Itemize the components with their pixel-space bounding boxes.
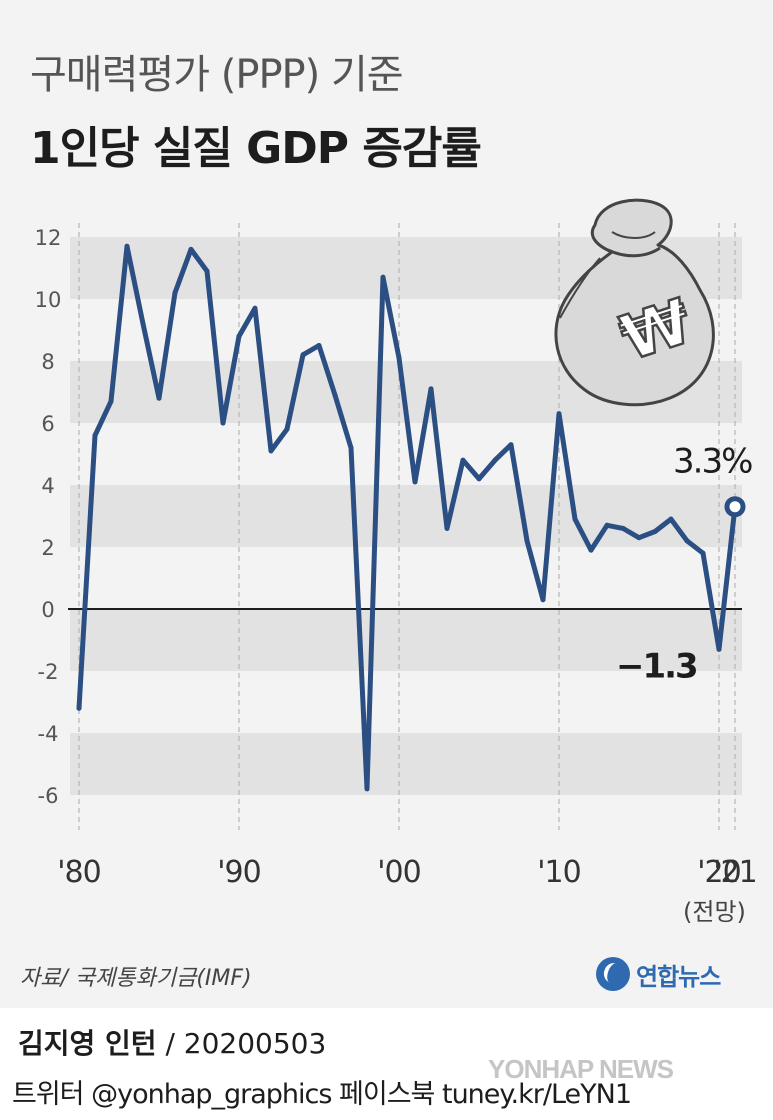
data-point — [316, 343, 322, 348]
last-point-marker — [724, 496, 746, 518]
line-chart: 12 10 8 6 4 2 0 -2 -4 -6 '80 '90 '00 '10 '20'21 ₩ 3.3… — [35, 198, 758, 926]
data-point — [300, 352, 306, 358]
source-note: 자료/ 국제통화기금(IMF) — [20, 966, 252, 991]
publish-date: / 20200503 — [156, 1027, 327, 1060]
yonhap-logo: 연합뉴스 — [596, 954, 721, 994]
y-tick-label: 10 — [35, 288, 62, 312]
grid-band — [70, 733, 742, 795]
data-point — [668, 516, 674, 522]
y-tick-label: -2 — [38, 660, 59, 684]
data-point — [476, 476, 482, 482]
x-tick-label: '20 — [697, 855, 740, 890]
data-point — [76, 705, 82, 711]
y-tick-label: 2 — [41, 536, 54, 560]
data-point — [428, 386, 434, 392]
y-tick-label: 8 — [41, 350, 54, 374]
y-tick-label: 0 — [41, 598, 54, 622]
data-point — [460, 457, 466, 463]
data-point — [236, 333, 242, 339]
x-axis-ticks: '80 '90 '00 '10 '20'21 — [57, 855, 757, 890]
data-point — [204, 268, 210, 274]
data-point — [284, 426, 290, 432]
series-line — [76, 243, 738, 792]
author-name: 김지영 인턴 — [18, 1027, 157, 1060]
data-point — [412, 479, 418, 485]
chart-title-line2: 1인당 실질 GDP 증감률 — [30, 123, 482, 174]
grid-band — [70, 609, 742, 671]
data-point — [220, 420, 226, 426]
data-point — [652, 529, 658, 534]
data-point — [364, 786, 370, 792]
forecast-label: (전망) — [683, 898, 746, 926]
data-point — [348, 445, 354, 451]
grid-band — [70, 485, 742, 547]
yonhap-logo-text: 연합뉴스 — [636, 962, 721, 991]
data-point — [380, 274, 386, 280]
x-tick-label: '80 — [57, 855, 100, 890]
data-point — [252, 305, 258, 311]
chart-card: 구매력평가 (PPP) 기준 1인당 실질 GDP 증감률 12 10 8 6 4 2 0 -… — [0, 0, 773, 1008]
data-point — [140, 321, 146, 327]
data-point — [588, 547, 594, 553]
data-point — [92, 432, 98, 438]
data-point — [108, 398, 114, 404]
data-point — [716, 646, 722, 652]
data-point — [492, 457, 498, 463]
data-point — [268, 448, 274, 454]
data-point — [572, 516, 578, 522]
data-point — [156, 395, 162, 401]
data-point — [124, 243, 130, 249]
data-point — [172, 290, 178, 296]
data-point — [444, 525, 450, 531]
min-value-label: −1.3 — [616, 646, 697, 686]
data-point — [540, 597, 546, 603]
data-point — [620, 525, 626, 531]
watermark: YONHAP NEWS — [488, 1054, 674, 1084]
last-value-label: 3.3% — [673, 442, 752, 482]
author-credit: 김지영 인턴 / 20200503 — [18, 1022, 326, 1062]
x-tick-label: '10 — [537, 855, 580, 890]
data-point — [636, 535, 642, 541]
data-point — [396, 355, 402, 361]
x-tick-label: '90 — [217, 855, 260, 890]
data-points — [76, 243, 738, 792]
social-links: 트위터 @yonhap_graphics 페이스북 tuney.kr/LeYN1 — [12, 1079, 632, 1110]
chart-title-line1: 구매력평가 (PPP) 기준 — [30, 52, 404, 98]
y-tick-label: -6 — [38, 784, 59, 808]
data-point — [684, 538, 690, 544]
x-tick-label: '21 — [713, 855, 756, 890]
x-tick-label: '00 — [377, 855, 420, 890]
y-tick-label: -4 — [38, 722, 59, 746]
y-tick-label: 6 — [41, 412, 54, 436]
data-point — [188, 246, 194, 252]
data-point — [524, 538, 530, 544]
y-axis-ticks: 12 10 8 6 4 2 0 -2 -4 -6 — [35, 226, 62, 808]
data-point — [604, 522, 610, 528]
yonhap-logo-icon — [596, 957, 630, 991]
money-bag-icon: ₩ — [554, 198, 715, 407]
data-point — [700, 550, 706, 556]
data-point — [508, 442, 514, 448]
data-point — [556, 411, 562, 417]
y-tick-label: 4 — [41, 474, 54, 498]
y-tick-label: 12 — [35, 226, 62, 250]
data-point — [332, 392, 338, 398]
